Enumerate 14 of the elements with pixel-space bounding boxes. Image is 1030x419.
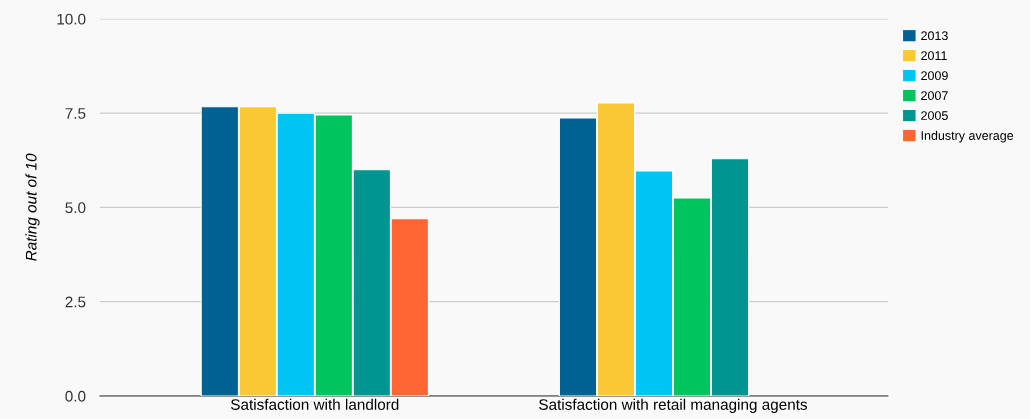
legend-label: 2005 (921, 111, 948, 120)
y-tick-label: 2.5 (65, 296, 86, 308)
legend-label: 2009 (921, 71, 948, 81)
y-axis-title: Rating out of 10 (25, 153, 40, 261)
legend-label: 2013 (921, 31, 948, 41)
legend-label: Industry average (921, 130, 1014, 143)
y-tick-label: 5.0 (65, 202, 86, 214)
legend-label: 2011 (921, 51, 947, 61)
x-tick-label: Satisfaction with landlord (231, 398, 399, 410)
y-tick-label: 10.0 (57, 13, 86, 25)
y-tick-label: 0.0 (65, 390, 86, 402)
x-tick-label: Satisfaction with retail managing agents (539, 398, 808, 413)
y-tick-label: 7.5 (65, 108, 86, 119)
legend-label: 2007 (921, 91, 948, 101)
